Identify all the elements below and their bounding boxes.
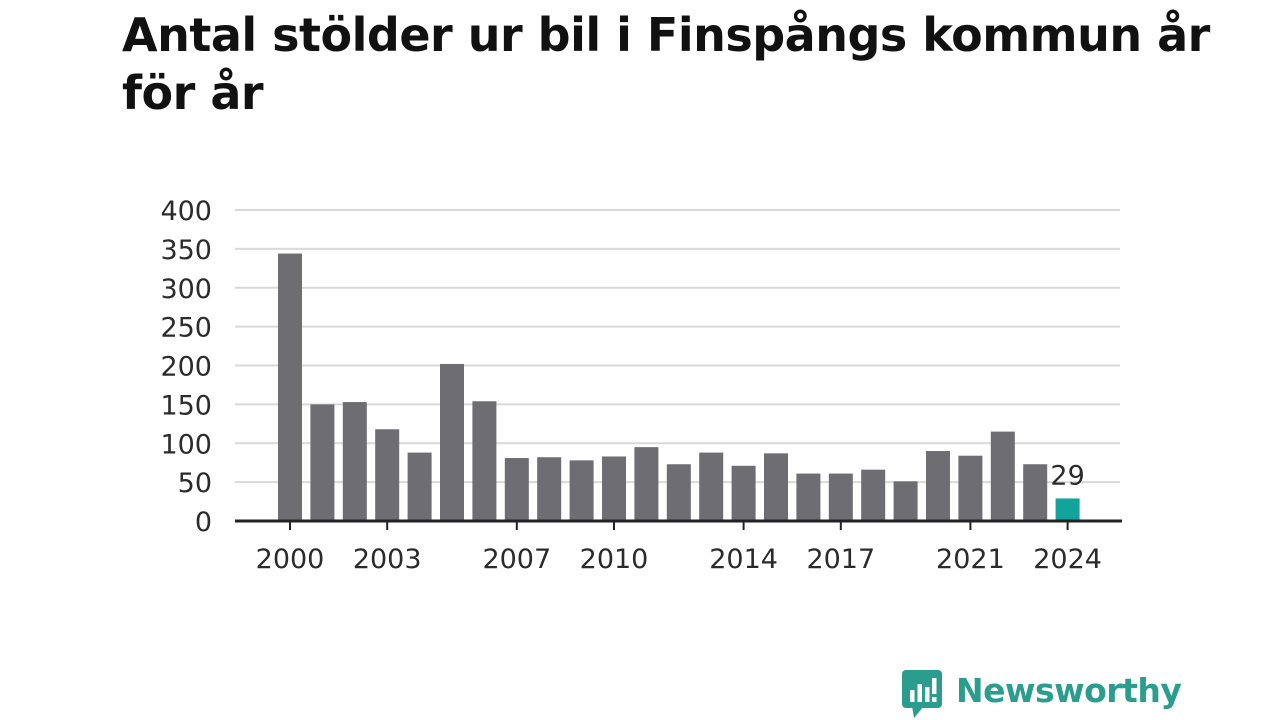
y-tick-label-0: 0 — [195, 507, 212, 538]
x-tick-label-2024: 2024 — [1033, 544, 1102, 575]
x-tick-label-2000: 2000 — [256, 544, 325, 575]
bar-2003 — [375, 429, 400, 521]
x-axis-labels: 2000 2003 2007 2010 2014 2017 2021 2024 — [256, 544, 1102, 575]
x-tick-label-2021: 2021 — [936, 544, 1005, 575]
y-tick-label-200: 200 — [160, 352, 212, 383]
bars — [278, 253, 1080, 522]
bar-2002 — [342, 402, 367, 521]
bar-2011 — [634, 447, 659, 521]
newsworthy-logo: Newsworthy — [902, 670, 1182, 720]
y-tick-label-350: 350 — [160, 235, 212, 266]
bar-2014 — [731, 465, 756, 521]
bar-2006 — [472, 401, 497, 521]
x-tick-label-2014: 2014 — [709, 544, 778, 575]
data-labels: 29 — [1050, 460, 1084, 491]
gridlines — [235, 209, 1120, 484]
bar-2020 — [926, 451, 950, 521]
x-tick-label-2017: 2017 — [806, 544, 875, 575]
bar-2001 — [310, 404, 335, 521]
x-axis — [235, 519, 1122, 530]
y-tick-label-400: 400 — [160, 196, 212, 227]
y-tick-label-300: 300 — [160, 274, 212, 305]
bar-2009 — [569, 460, 594, 521]
bar-2010 — [602, 456, 626, 521]
bar-2013 — [699, 452, 724, 521]
x-tick-label-2003: 2003 — [353, 544, 422, 575]
bar-2005 — [440, 363, 464, 521]
bar-2008 — [537, 457, 562, 521]
bar-2016 — [796, 473, 821, 521]
y-tick-label-150: 150 — [160, 390, 212, 421]
x-tick-label-2010: 2010 — [580, 544, 649, 575]
bar-2017 — [828, 473, 853, 521]
bar-2019 — [893, 481, 918, 521]
bar-2023 — [1023, 464, 1048, 521]
bar-2021 — [958, 455, 983, 521]
newsworthy-logo-icon — [902, 670, 942, 718]
newsworthy-logo-text: Newsworthy — [956, 671, 1182, 710]
x-tick-label-2007: 2007 — [482, 544, 551, 575]
bar-2018 — [861, 469, 886, 521]
bar-2004 — [407, 452, 432, 521]
y-axis-labels: 0 50 100 150 200 250 300 350 400 — [160, 196, 212, 538]
bar-2022 — [990, 431, 1015, 521]
data-label-2024: 29 — [1050, 460, 1084, 491]
bar-2012 — [666, 464, 691, 521]
y-tick-label-50: 50 — [178, 468, 212, 499]
bar-2007 — [504, 458, 529, 521]
bar-2015 — [764, 453, 788, 521]
bar-2024 — [1055, 498, 1080, 521]
y-tick-label-250: 250 — [160, 313, 212, 344]
bar-chart: 0 50 100 150 200 250 300 350 400 2000 2003 2007 201… — [160, 196, 1122, 575]
bar-2000 — [278, 253, 302, 522]
y-tick-label-100: 100 — [160, 429, 212, 460]
chart-title: Antal stölder ur bil i Finspångs kommun … — [122, 8, 1210, 120]
